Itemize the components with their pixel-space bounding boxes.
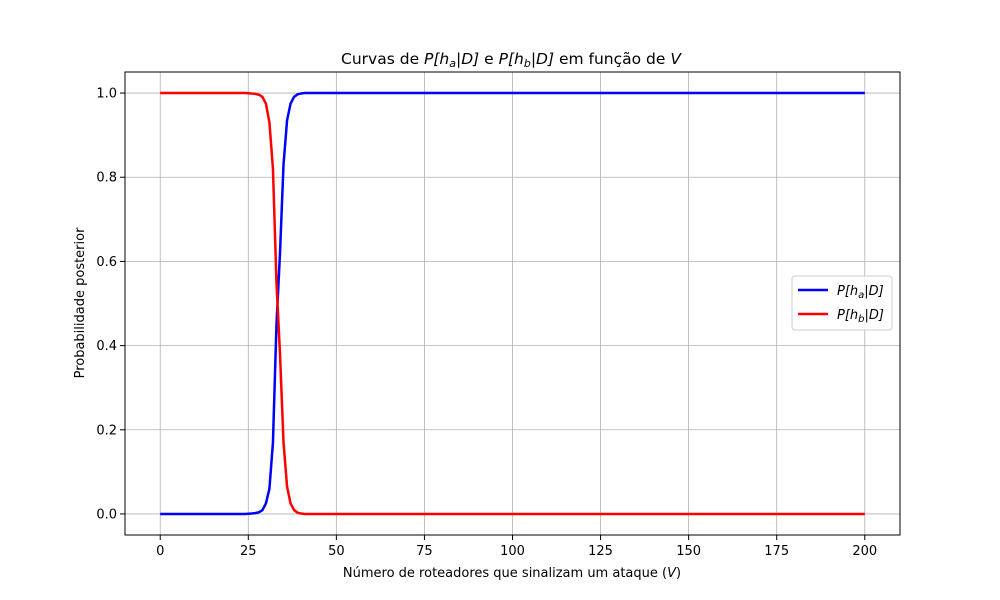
y-tick-label: 0.6 — [96, 255, 117, 270]
series-line-hb — [160, 91, 865, 516]
y-tick-label: 0.8 — [96, 171, 117, 186]
x-tick-label: 25 — [240, 544, 257, 559]
x-tick-label: 125 — [588, 544, 613, 559]
y-tick-label: 1.0 — [96, 87, 117, 102]
x-tick-label: 150 — [676, 544, 701, 559]
x-axis-label: Número de roteadores que sinalizam um at… — [343, 566, 681, 581]
legend-label-ha: P[ha|D] — [837, 284, 884, 301]
series-layer — [160, 91, 865, 516]
x-tick-label: 175 — [764, 544, 789, 559]
y-tick-label: 0.2 — [96, 423, 117, 438]
y-axis-ticks: 0.0 0.2 0.4 0.6 0.8 1.0 — [96, 87, 125, 522]
x-tick-label: 100 — [500, 544, 525, 559]
y-tick-label: 0.4 — [96, 339, 117, 354]
legend-label-hb: P[hb|D] — [837, 308, 884, 325]
y-axis-label: Probabilidade posterior — [73, 227, 88, 379]
x-tick-label: 200 — [852, 544, 877, 559]
x-axis-ticks: 0 25 50 75 100 125 150 175 200 — [156, 535, 877, 559]
x-tick-label: 75 — [416, 544, 433, 559]
legend: P[ha|D] P[hb|D] — [791, 275, 893, 331]
y-tick-label: 0.0 — [96, 507, 117, 522]
series-line-ha — [160, 91, 865, 516]
chart-title: Curvas de P[ha|D] e P[hb|D] em função de… — [341, 50, 682, 70]
x-tick-label: 50 — [328, 544, 345, 559]
x-tick-label: 0 — [156, 544, 164, 559]
